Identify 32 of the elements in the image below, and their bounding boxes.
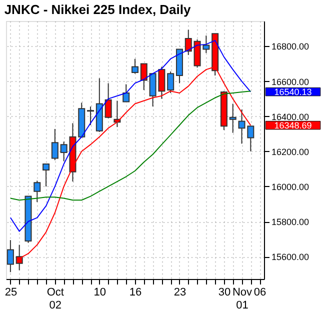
text: 16540.13 <box>274 86 312 97</box>
candlestick <box>167 70 174 94</box>
chart-title: JNKC - Nikkei 225 Index, Daily <box>4 2 192 17</box>
x-tick-label: 23 <box>174 286 186 298</box>
candlestick <box>184 29 192 56</box>
x-tick-label: 16 <box>129 286 142 298</box>
y-tick-label: 15800.00 <box>272 217 310 228</box>
candlestick <box>140 63 148 91</box>
x-tick-label: 10 <box>94 286 106 298</box>
y-tick-label: 16400.00 <box>272 112 310 122</box>
y-tick-label: 16200.00 <box>272 146 310 157</box>
candlestick <box>122 84 130 102</box>
text: 16348.69 <box>274 120 312 130</box>
candlestick <box>87 106 94 126</box>
line-series <box>10 40 252 232</box>
candlestick <box>229 103 236 134</box>
y-tick-label: 16600.00 <box>272 76 310 87</box>
x-tick-label: 06 <box>254 286 266 298</box>
candlestick <box>42 164 50 187</box>
candlestick <box>104 82 112 119</box>
x-tick-label: Oct 02 <box>46 286 64 312</box>
candlestick <box>6 240 14 273</box>
line-series <box>10 90 252 201</box>
y-tick-label: 16800.00 <box>272 42 310 52</box>
y-tick-label: 16000.00 <box>272 182 310 192</box>
y-tick-label: 15600.00 <box>272 252 310 262</box>
candlestick <box>51 128 58 161</box>
candlestick <box>34 180 41 203</box>
x-tick-label: Nov 01 <box>232 286 253 312</box>
candlestick <box>132 58 138 74</box>
x-tick-label: 30 <box>218 286 231 298</box>
x-tick-label: 25 <box>4 286 18 298</box>
